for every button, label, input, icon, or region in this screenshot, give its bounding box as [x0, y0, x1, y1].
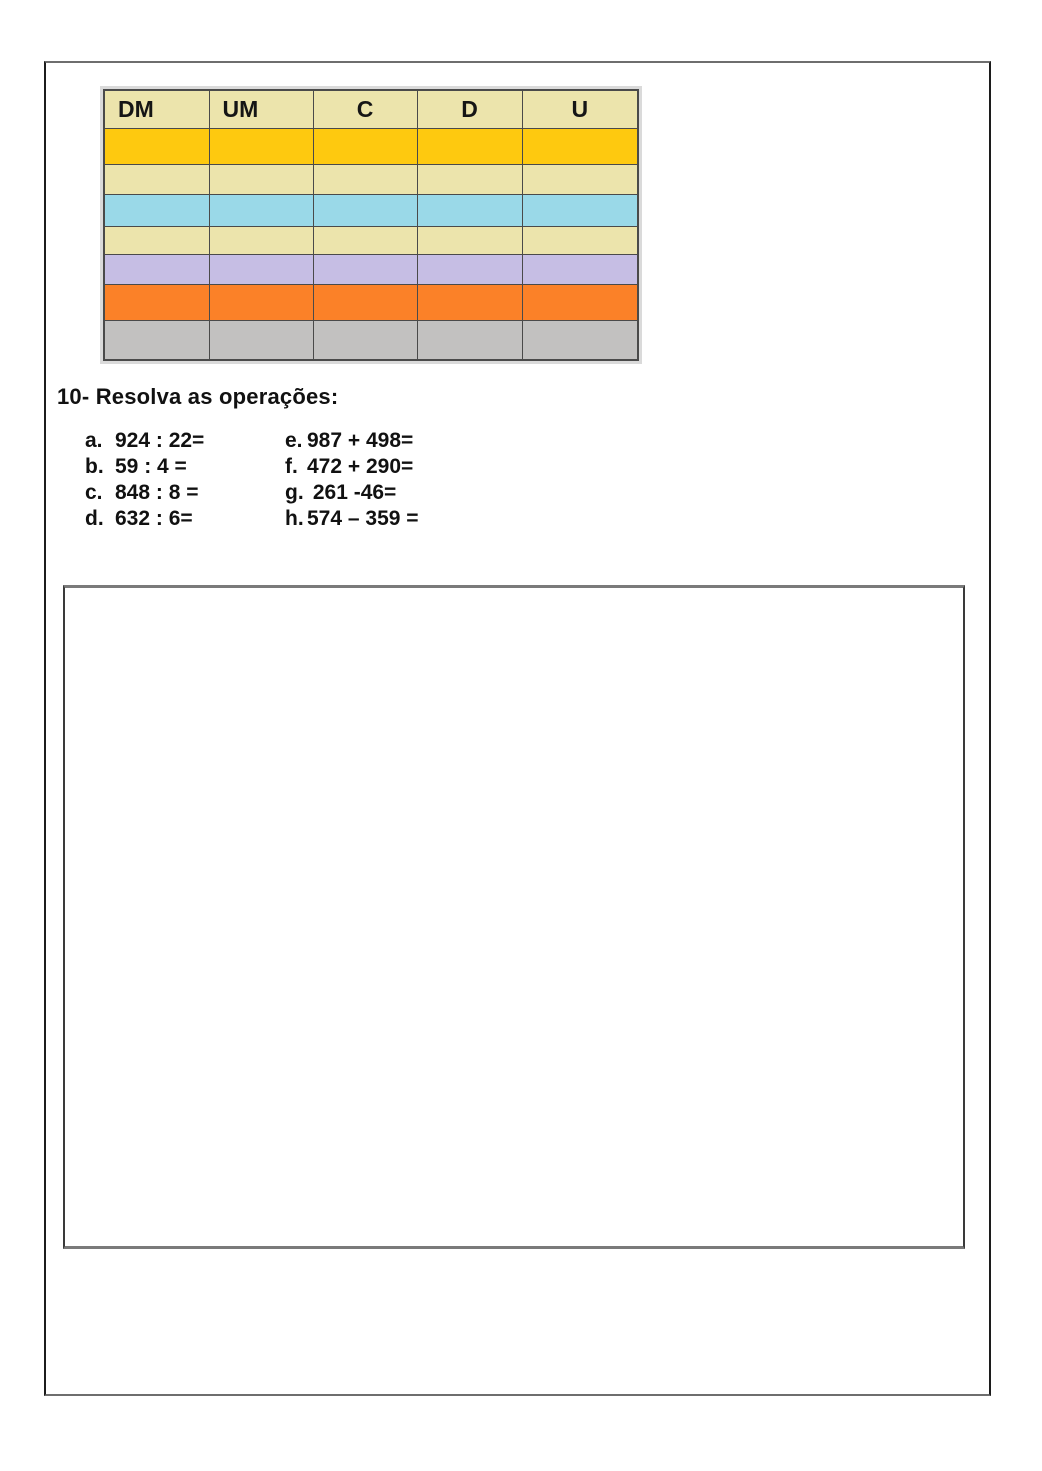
- operation-item-g: g. 261 -46=: [285, 480, 419, 506]
- gray-row: [103, 319, 639, 361]
- place-value-cell: [208, 225, 314, 255]
- header-cell-c: C: [312, 89, 418, 129]
- place-value-cell: [312, 225, 418, 255]
- header-cell-u: U: [521, 89, 639, 129]
- place-value-cell: [521, 283, 639, 321]
- place-value-cell: [312, 319, 418, 361]
- place-value-cell: [208, 283, 314, 321]
- place-value-cell: [312, 193, 418, 227]
- operation-label: b.: [85, 455, 104, 478]
- operation-expression: 472 + 290=: [307, 455, 414, 478]
- place-value-cell: [103, 225, 210, 255]
- operation-item-a: a. 924 : 22=: [85, 428, 204, 454]
- header-cell-d: D: [416, 89, 523, 129]
- place-value-cell: [312, 163, 418, 195]
- place-value-cell: [416, 225, 523, 255]
- place-value-cell: [103, 283, 210, 321]
- orange-row: [103, 283, 639, 321]
- exercise-title: 10- Resolva as operações:: [57, 384, 339, 409]
- header-cell-um: UM: [208, 89, 314, 129]
- operation-expression: 987 + 498=: [307, 429, 414, 452]
- operation-label: h.: [285, 507, 304, 530]
- place-value-table-body: [103, 127, 639, 361]
- place-value-cell: [208, 193, 314, 227]
- place-value-cell: [208, 319, 314, 361]
- operation-label: g.: [285, 481, 304, 504]
- place-value-cell: [416, 193, 523, 227]
- operation-expression: 924 : 22=: [115, 429, 205, 452]
- page-border-frame: [44, 61, 991, 1396]
- place-value-header-row: DM UM C D U: [103, 89, 639, 129]
- operation-expression: 848 : 8 =: [115, 481, 199, 504]
- operation-label: a.: [85, 429, 103, 452]
- tan-row: [103, 163, 639, 195]
- operations-column-1: a. 924 : 22= b. 59 : 4 = c. 848 : 8 = d.…: [85, 428, 204, 532]
- place-value-cell: [208, 127, 314, 165]
- place-value-cell: [521, 163, 639, 195]
- operation-label: c.: [85, 481, 103, 504]
- place-value-cell: [312, 127, 418, 165]
- operation-item-h: h. 574 – 359 =: [285, 506, 419, 532]
- operation-label: f.: [285, 455, 298, 478]
- operation-item-d: d. 632 : 6=: [85, 506, 204, 532]
- header-cell-dm: DM: [103, 89, 210, 129]
- place-value-cell: [312, 283, 418, 321]
- operation-expression: 59 : 4 =: [115, 455, 187, 478]
- operation-item-f: f. 472 + 290=: [285, 454, 419, 480]
- place-value-cell: [416, 253, 523, 285]
- place-value-cell: [208, 163, 314, 195]
- place-value-cell: [208, 253, 314, 285]
- lavender-row: [103, 253, 639, 285]
- place-value-cell: [521, 253, 639, 285]
- place-value-cell: [103, 193, 210, 227]
- place-value-table: DM UM C D U: [100, 86, 642, 364]
- operation-item-e: e. 987 + 498=: [285, 428, 419, 454]
- place-value-cell: [521, 319, 639, 361]
- yellow-row: [103, 127, 639, 165]
- place-value-cell: [103, 127, 210, 165]
- place-value-cell: [416, 163, 523, 195]
- operation-expression: 261 -46=: [307, 481, 397, 504]
- operation-expression: 632 : 6=: [115, 507, 193, 530]
- place-value-cell: [521, 225, 639, 255]
- light-blue-row: [103, 193, 639, 227]
- operation-item-c: c. 848 : 8 =: [85, 480, 204, 506]
- operations-column-2: e. 987 + 498= f. 472 + 290= g. 261 -46= …: [285, 428, 419, 532]
- operation-item-b: b. 59 : 4 =: [85, 454, 204, 480]
- place-value-cell: [312, 253, 418, 285]
- place-value-cell: [416, 319, 523, 361]
- place-value-cell: [416, 127, 523, 165]
- operation-expression: 574 – 359 =: [307, 507, 419, 530]
- operation-label: e.: [285, 429, 303, 452]
- place-value-cell: [103, 319, 210, 361]
- operation-label: d.: [85, 507, 104, 530]
- place-value-cell: [521, 193, 639, 227]
- tan-row-2: [103, 225, 639, 255]
- answer-work-box: [63, 585, 965, 1249]
- place-value-cell: [416, 283, 523, 321]
- place-value-cell: [103, 253, 210, 285]
- place-value-cell: [103, 163, 210, 195]
- place-value-cell: [521, 127, 639, 165]
